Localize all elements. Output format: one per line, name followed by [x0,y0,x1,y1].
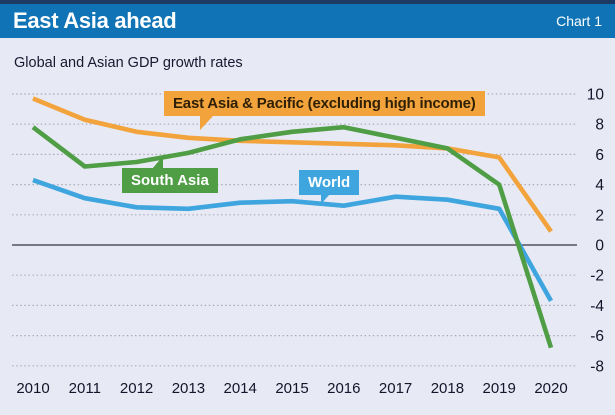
chart-subtitle: Global and Asian GDP growth rates [14,55,243,71]
series-label-south-asia: South Asia [122,156,218,193]
callout-pointer-icon [152,156,163,169]
y-tick-label--4: -4 [590,298,604,315]
page-title: East Asia ahead [13,8,177,33]
y-tick-label-2: 2 [595,207,604,224]
y-tick-label-4: 4 [595,177,604,194]
series-label-east-asia-pacific: East Asia & Pacific (excluding high inco… [164,91,485,130]
callout-pointer-icon [321,194,330,204]
x-tick-label-2011: 2011 [69,380,101,397]
y-tick-label-0: 0 [595,238,604,255]
y-tick-label--8: -8 [590,358,604,375]
x-tick-label-2015: 2015 [275,380,308,397]
y-tick-label-6: 6 [595,147,604,164]
x-tick-label-2019: 2019 [483,380,516,397]
x-tick-label-2012: 2012 [120,380,153,397]
x-tick-label-2017: 2017 [379,380,412,397]
y-tick-label--6: -6 [590,328,604,345]
callout-pointer-icon [200,115,214,130]
gdp-growth-line-chart: -8 -6 -4 -2 0 2 4 6 8 10 2010 2011 2012 2013 2014 2015 2… [12,87,605,397]
x-tick-label-2016: 2016 [327,380,360,397]
series-line-green [31,124,554,349]
top-crop-strip [0,0,615,4]
y-tick-label-10: 10 [587,87,605,104]
series-label-text: South Asia [131,172,209,189]
chart-number-label: Chart 1 [556,13,602,29]
x-tick-label-2014: 2014 [224,380,257,397]
x-tick-label-2020: 2020 [534,380,567,397]
x-tick-label-2013: 2013 [172,380,205,397]
series-label-text: East Asia & Pacific (excluding high inco… [173,95,476,112]
x-tick-label-2010: 2010 [16,380,49,397]
series-line-orange [32,96,553,233]
header-bar: East Asia ahead Chart 1 [0,4,615,38]
y-tick-label--2: -2 [590,268,604,285]
series-line-blue [32,177,554,303]
y-tick-label-8: 8 [595,117,604,134]
x-tick-label-2018: 2018 [431,380,464,397]
series-label-text: World [308,174,351,191]
series-label-world: World [299,170,360,204]
